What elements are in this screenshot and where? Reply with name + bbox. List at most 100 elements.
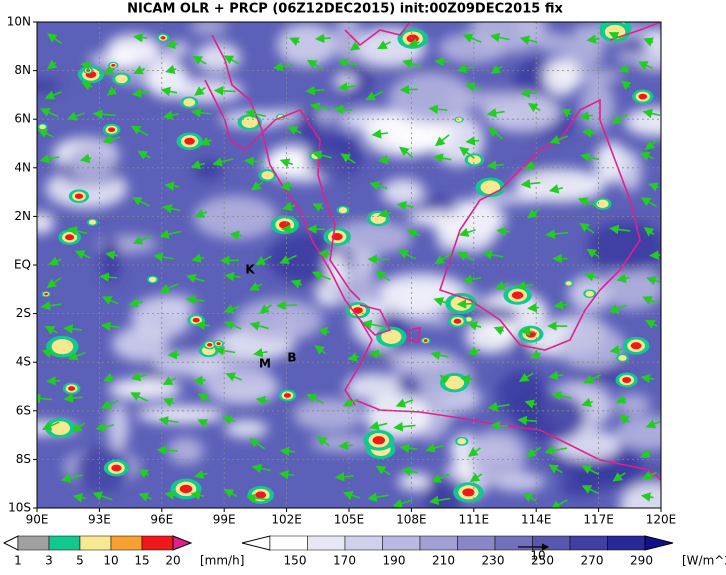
wind-arrow xyxy=(401,89,418,90)
lon-label: 111E xyxy=(459,513,490,527)
wind-arrow xyxy=(316,38,330,39)
cloud xyxy=(194,196,278,240)
cloud xyxy=(296,106,321,143)
marker-label: B xyxy=(287,351,296,365)
vector-reference-label: 10 xyxy=(530,549,545,563)
cloud xyxy=(466,430,527,481)
rain-cell xyxy=(111,64,115,67)
legend-box xyxy=(308,536,346,550)
wind-arrow xyxy=(340,445,353,446)
cloud xyxy=(153,352,227,376)
wind-arrow xyxy=(195,380,206,381)
rain-cell xyxy=(183,98,195,106)
cloud xyxy=(602,267,663,310)
marker-label: M xyxy=(259,357,271,371)
wind-arrow xyxy=(335,109,352,110)
lon-label: 114E xyxy=(521,513,552,527)
rain-cell xyxy=(605,25,626,39)
legend-triangle xyxy=(645,536,673,550)
cloud xyxy=(28,212,54,233)
cloud xyxy=(225,420,268,438)
lon-label: 96E xyxy=(150,513,173,527)
rain-cell xyxy=(39,125,46,130)
legend-label: 20 xyxy=(165,554,180,568)
legend-unit: [mm/h] xyxy=(200,554,244,568)
cloud xyxy=(580,81,615,131)
wind-arrow xyxy=(320,253,331,254)
legend-box xyxy=(570,536,608,550)
rain-cell xyxy=(207,343,212,347)
legend-box xyxy=(345,536,383,550)
legend-triangle xyxy=(4,536,18,550)
rain-cell xyxy=(44,293,48,295)
legend-box xyxy=(420,536,458,550)
legend-triangle xyxy=(173,536,191,550)
legend-label: 15 xyxy=(134,554,149,568)
lon-label: 120E xyxy=(646,513,677,527)
wind-arrow xyxy=(522,93,536,94)
lat-label: 6N xyxy=(14,112,31,126)
legend-box xyxy=(608,536,646,550)
legend-label: 230 xyxy=(482,554,505,568)
cloud xyxy=(107,34,160,61)
rain-cell xyxy=(108,127,115,132)
legend-label: 210 xyxy=(432,554,455,568)
rain-cell xyxy=(512,291,523,299)
rain-cell xyxy=(75,193,83,198)
legend-label: 290 xyxy=(630,554,653,568)
rain-cell xyxy=(585,291,594,297)
lat-label: 10N xyxy=(7,15,31,29)
wind-arrow xyxy=(282,186,294,187)
legend-label: 1 xyxy=(14,554,22,568)
lat-label: 8N xyxy=(14,63,31,77)
wind-arrow xyxy=(278,305,297,306)
rain-cell xyxy=(184,138,194,145)
cloud xyxy=(446,201,498,252)
lon-label: 99E xyxy=(213,513,236,527)
cloud xyxy=(167,41,190,57)
lon-label: 105E xyxy=(334,513,365,527)
cloud xyxy=(615,416,683,451)
wind-arrow xyxy=(488,165,504,166)
legend-label: 5 xyxy=(76,554,84,568)
rain-cell xyxy=(468,155,481,164)
legend-box xyxy=(383,536,421,550)
rain-cell xyxy=(454,319,462,324)
legend-label: 170 xyxy=(333,554,356,568)
cloud xyxy=(446,91,528,109)
legend-box xyxy=(495,536,533,550)
cloud xyxy=(558,324,626,370)
wind-arrow xyxy=(462,378,473,379)
cloud xyxy=(382,179,425,207)
legend-unit: [W/m^2] xyxy=(682,554,726,568)
rain-cell xyxy=(216,342,220,345)
cloud xyxy=(543,57,580,96)
lat-label: 4N xyxy=(14,160,31,174)
cloud xyxy=(515,169,605,203)
cloud xyxy=(334,14,362,63)
rain-cell xyxy=(115,75,127,84)
cloud xyxy=(624,107,689,136)
cloud xyxy=(588,221,666,272)
legend-box xyxy=(18,536,49,550)
lat-label: 2N xyxy=(14,209,31,223)
cloud xyxy=(278,316,302,339)
lon-label: 93E xyxy=(88,513,111,527)
cloud xyxy=(136,405,224,423)
cloud xyxy=(616,394,650,416)
lat-label: 6S xyxy=(16,403,31,417)
lon-label: 117E xyxy=(583,513,614,527)
cloud xyxy=(616,51,649,65)
cloud xyxy=(277,23,337,66)
map xyxy=(0,5,693,529)
rain-cell xyxy=(149,277,157,282)
legend-label: 270 xyxy=(581,554,604,568)
legend-box xyxy=(49,536,80,550)
rain-cell xyxy=(462,488,474,496)
cloud xyxy=(386,351,454,365)
rain-cell xyxy=(52,339,74,354)
rain-cell xyxy=(180,485,192,493)
rain-cell xyxy=(622,377,631,383)
lat-label: 2S xyxy=(16,306,31,320)
